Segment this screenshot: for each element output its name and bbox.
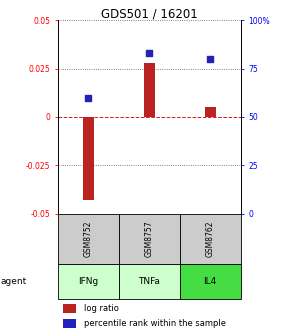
Bar: [205, 107, 216, 117]
Bar: [180, 263, 241, 299]
Text: GSM8752: GSM8752: [84, 220, 93, 257]
Text: GSM8762: GSM8762: [206, 220, 215, 257]
Text: percentile rank within the sample: percentile rank within the sample: [84, 319, 226, 328]
Bar: [119, 214, 180, 263]
Point: [147, 50, 152, 56]
Text: IFNg: IFNg: [78, 277, 99, 286]
Bar: [144, 63, 155, 117]
Bar: [58, 263, 119, 299]
Bar: [83, 117, 94, 200]
Text: IL4: IL4: [204, 277, 217, 286]
Bar: [64, 304, 76, 313]
Bar: [58, 214, 119, 263]
Point: [208, 56, 213, 61]
Point: [86, 95, 91, 100]
Text: log ratio: log ratio: [84, 304, 118, 313]
Title: GDS501 / 16201: GDS501 / 16201: [101, 7, 198, 20]
Text: TNFa: TNFa: [138, 277, 160, 286]
Text: agent: agent: [0, 277, 26, 286]
Bar: [180, 214, 241, 263]
Text: GSM8757: GSM8757: [145, 220, 154, 257]
Bar: [119, 263, 180, 299]
Bar: [64, 319, 76, 328]
